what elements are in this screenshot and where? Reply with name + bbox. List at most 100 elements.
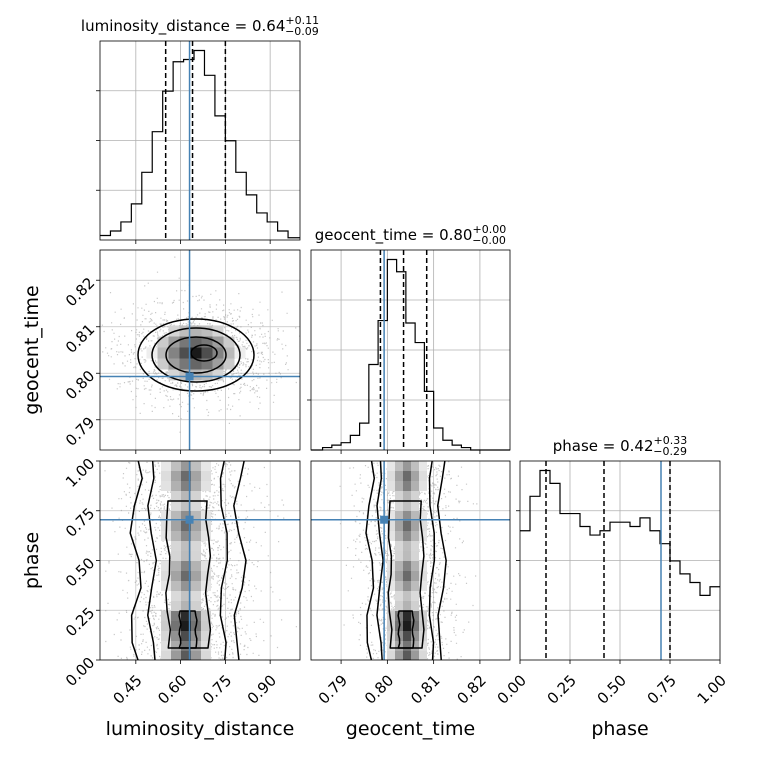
density-cell [387,651,395,660]
density-cell [191,601,201,611]
histogram-luminosity_distance [100,49,300,239]
density-cell [411,571,419,581]
density-cell [181,551,191,561]
density-cell [403,551,411,561]
density-cell [403,631,411,641]
density-cell [171,571,181,581]
density-cell [395,651,403,660]
density-cell [179,358,191,370]
density-cell [403,531,411,541]
title-plus: +0.33 [654,434,688,447]
histogram-geocent_time [311,258,510,451]
density-cell [171,621,181,631]
x-tick-label: 0.79 [315,671,351,707]
density-cell [403,521,411,531]
density-cell [411,531,419,541]
x-tick-label: 0.82 [454,671,490,707]
density-cell [171,611,181,621]
density-cell [223,336,235,348]
density-cell [411,601,419,611]
density-cell [411,611,419,621]
density-cell [191,551,201,561]
title-name: phase [553,437,598,455]
density-cell [171,511,181,521]
density-cell [403,571,411,581]
density-cell [191,581,201,591]
density-cell [157,358,169,370]
x-tick-label: 0.60 [154,671,190,707]
density-cell [191,651,201,660]
density-cell [387,581,395,591]
title-name: geocent_time [315,226,417,245]
density-cell [395,501,403,511]
density-cell [181,611,191,621]
density-cell [387,471,395,481]
density-cell [403,561,411,571]
density-cell [191,521,201,531]
density-cell [161,561,171,571]
truth-marker [380,515,389,524]
y-tick-label: 0.25 [62,604,98,640]
density-cell [403,511,411,521]
density-cell [201,481,211,491]
density-cell [171,631,181,641]
panel-phase-vs-geocent_time [310,460,511,664]
density-cell [411,591,419,601]
density-cell [181,501,191,511]
density-cell [161,461,171,471]
density-cell [201,325,213,337]
density-cell [161,571,171,581]
density-cell [171,471,181,481]
density-cell [201,369,213,381]
density-cell [403,641,411,651]
density-cell [161,581,171,591]
y-tick-label: 0.50 [62,554,98,590]
x-tick-label: 0.90 [244,671,280,707]
density-cell [411,481,419,491]
density-cell [181,541,191,551]
x-tick-label: 0.80 [361,671,397,707]
density-cell [171,521,181,531]
diag-title-phase: phase = 0.42+0.33 −0.29 [553,434,688,458]
diag-panel-luminosity_distance: luminosity_distance = 0.64+0.11 −0.09 [81,14,319,244]
density-cell [201,531,211,541]
density-cell [171,561,181,571]
density-cell [190,325,202,337]
density-cell [419,651,427,660]
y-tick-label: 0.79 [62,413,98,449]
density-cell [395,561,403,571]
density-cell [403,471,411,481]
density-cell [387,461,395,471]
density-cell [395,521,403,531]
x-tick-label: 0.00 [494,671,530,707]
panel-geocent_time-vs-luminosity_distance [96,249,301,454]
density-cell [181,641,191,651]
density-cell [411,521,419,531]
density-cell [201,631,211,641]
contour-line-0 [137,318,255,392]
density-cell [181,651,191,660]
density-cell [171,541,181,551]
density-cell [181,621,191,631]
density-cell [387,611,395,621]
density-cell [419,641,427,651]
x-axis-label-luminosity_distance: luminosity_distance [106,718,295,740]
density-cell [168,369,180,381]
title-plus: +0.11 [285,14,319,27]
density-cell [395,511,403,521]
density-cell [403,651,411,660]
density-cell [181,591,191,601]
density-cell [201,571,211,581]
x-tick-label: 0.81 [407,671,443,707]
density-cell [171,461,181,471]
density-cell [161,641,171,651]
density-cell [411,461,419,471]
density-cell [181,491,191,501]
density-cell [191,591,201,601]
density-cell [419,471,427,481]
density-cell [171,601,181,611]
density-cell [395,481,403,491]
density-cell [387,511,395,521]
density-cell [411,651,419,660]
